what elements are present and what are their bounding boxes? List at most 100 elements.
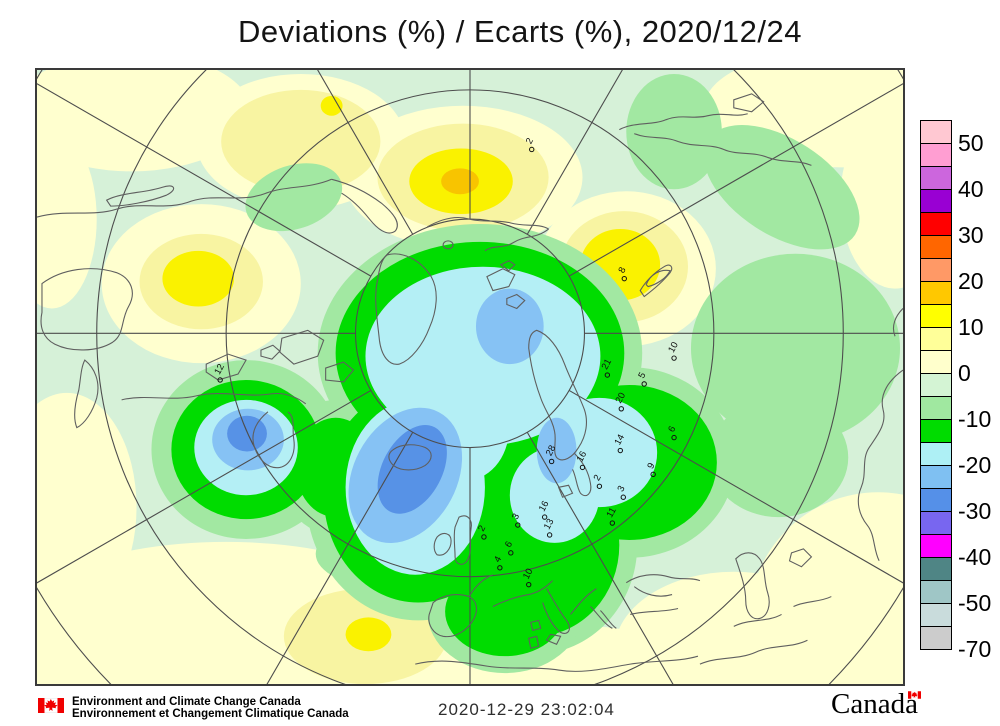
colorbar-cell: 40 (920, 166, 984, 202)
colorbar-cell (920, 189, 952, 213)
station-value-label: 3 (615, 484, 627, 494)
colorbar-tick-label: -10 (958, 406, 992, 432)
station-value-label: 10 (521, 567, 536, 581)
colorbar-tick-label: 20 (958, 268, 984, 294)
generation-timestamp: 2020-12-29 23:02:04 (438, 700, 615, 719)
graticule-meridian (37, 83, 372, 277)
station-value-label: 16 (537, 499, 552, 513)
colorbar-cell: -40 (920, 534, 991, 570)
station-value-label: 9 (645, 461, 657, 471)
graticule-meridian (266, 431, 414, 684)
station-dot (618, 406, 624, 412)
graticule-meridian (568, 83, 903, 277)
station-value-label: 10 (666, 340, 681, 354)
colorbar-cell (920, 511, 952, 535)
colorbar-tick-label: 0 (958, 360, 971, 386)
station-dot (526, 581, 532, 588)
colorbar-cell: 30 (920, 212, 984, 248)
colorbar-tick-label: 30 (958, 222, 984, 248)
station-dot (548, 458, 555, 465)
station-dot (609, 520, 616, 526)
station-dot (620, 494, 626, 500)
station-dot (671, 355, 677, 361)
agency-signature: Environment and Climate Change Canada En… (72, 696, 349, 720)
station-dot (671, 434, 677, 441)
deviation-map: 2 8 10 5 21 20 6 14 16 28 2 3 9 16 13 3 6 4 2 10 11 12 (35, 68, 905, 686)
station-value-label: 2 (524, 136, 536, 146)
station-dot (579, 464, 586, 471)
station-dot (546, 532, 553, 538)
contour-region-golden (441, 168, 479, 195)
colorbar: 50 40 30 20 10 0 -10 -20 -30 -40 -50 -70 (920, 120, 991, 662)
colorbar-cell: 0 (920, 350, 971, 386)
station-value-label: 8 (616, 265, 628, 275)
station-value-label: 2 (476, 524, 488, 534)
graticule-meridian (526, 70, 623, 235)
station-dot (541, 514, 548, 520)
station-dot (641, 381, 647, 387)
station-dot (481, 534, 487, 540)
colorbar-cell: -10 (920, 396, 991, 432)
colorbar-tick-label: 40 (958, 176, 984, 202)
station-value-label: 28 (544, 444, 559, 458)
station-dot (529, 146, 535, 153)
station-dot (621, 275, 627, 282)
coastlines (37, 93, 903, 672)
colorbar-cell: -50 (920, 580, 991, 616)
colorbar-cell (920, 373, 952, 397)
colorbar-cell: 10 (920, 304, 984, 340)
station-dot (217, 377, 223, 383)
graticule-meridian (568, 389, 903, 584)
colorbar-cell: 50 (920, 120, 984, 156)
colorbar-tick-label: -30 (958, 498, 992, 524)
agency-name-en: Environment and Climate Change Canada (72, 696, 301, 708)
station-dot (515, 522, 521, 528)
colorbar-tick-label: -40 (958, 544, 992, 570)
colorbar-cell: 20 (920, 258, 984, 294)
colorbar-tick-label: -70 (958, 636, 992, 662)
graticule-meridian (37, 389, 372, 584)
colorbar-cell (920, 603, 952, 627)
station-value-label: 14 (612, 433, 627, 447)
canada-wordmark-text: Canada (831, 688, 918, 720)
colorbar-tick-label: 10 (958, 314, 984, 340)
station-value-label: 21 (600, 357, 615, 371)
graticule-meridian (526, 431, 674, 684)
graticule-meridian (317, 70, 414, 235)
station-value-label: 16 (575, 449, 590, 463)
colorbar-cell (920, 281, 952, 305)
colorbar-cell (920, 465, 952, 489)
canada-flag-icon (38, 698, 64, 713)
colorbar-cell: -20 (920, 442, 991, 478)
station-value-label: 11 (605, 506, 619, 520)
colorbar-cell: -70 (920, 626, 991, 662)
colorbar-tick-label: -20 (958, 452, 992, 478)
colorbar-cell (920, 327, 952, 351)
colorbar-cell (920, 557, 952, 581)
station-value-label: 4 (492, 554, 504, 564)
station-value-label: 20 (613, 391, 628, 405)
station-value-label: 6 (503, 540, 515, 550)
colorbar-tick-label: -50 (958, 590, 992, 616)
station-dot (508, 550, 514, 556)
station-dot (617, 447, 623, 454)
colorbar-tick-label: 50 (958, 130, 984, 156)
station-dot (604, 372, 611, 378)
station-value-label: 6 (666, 424, 678, 434)
colorbar-cell (920, 419, 952, 443)
station-value-label: 3 (510, 512, 522, 522)
station-dot (497, 565, 503, 571)
station-dot (596, 483, 603, 489)
colorbar-cell: -30 (920, 488, 991, 524)
page-title: Deviations (%) / Ecarts (%), 2020/12/24 (238, 14, 802, 49)
station-value-label: 13 (542, 517, 557, 531)
station-value-label: 12 (212, 362, 227, 376)
colorbar-cell (920, 143, 952, 167)
station-value-label: 2 (592, 473, 604, 483)
agency-name-fr: Environnement et Changement Climatique C… (72, 708, 349, 720)
canada-wordmark-flag-icon (908, 691, 921, 699)
station-value-label: 5 (636, 371, 648, 381)
